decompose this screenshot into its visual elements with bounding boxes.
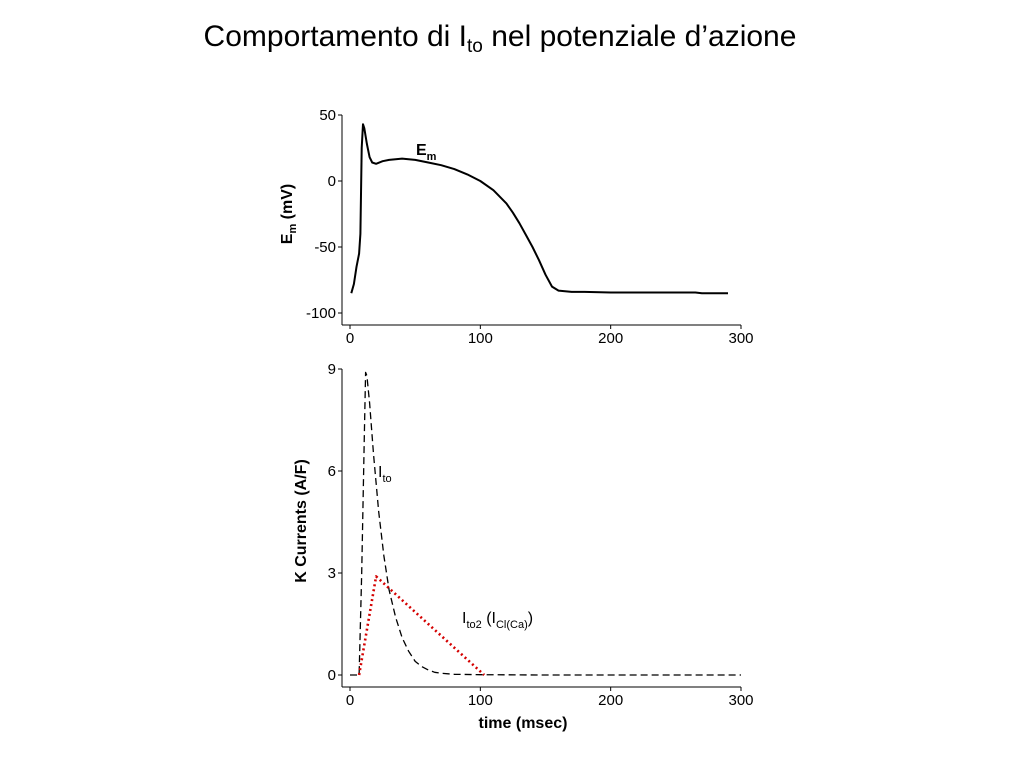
series-line-em [350,123,728,295]
y-tick-label: 6 [328,463,336,480]
y-tick-label: 50 [319,107,336,124]
em-tick-labels: 50 0 -50 -100 0 100 200 300 [306,107,754,347]
y-tick-label: 0 [328,173,336,190]
currents-y-axis-title: K Currents (A/F) [293,459,310,583]
x-tick-label: 0 [346,692,354,709]
em-series-label: Em [416,142,437,163]
em-series [350,123,728,295]
ito-series-label: Ito [378,464,392,485]
ito2-series-label: Ito2 (ICl(Ca)) [462,610,533,631]
x-tick-label: 100 [468,692,493,709]
currents-x-axis-title: time (msec) [479,715,568,732]
em-axes [338,114,742,329]
title-rest: nel potenziale d’azione [482,20,797,53]
y-tick-label: -100 [306,305,336,322]
slide-title: Comportamento di Ito nel potenziale d’az… [0,20,1000,58]
x-tick-label: 300 [728,330,753,347]
x-tick-label: 0 [346,330,354,347]
series-line-ito2-icl-ca [357,575,486,676]
y-tick-label: 3 [328,565,336,582]
y-tick-label: 9 [328,361,336,378]
x-tick-label: 300 [728,692,753,709]
y-tick-label: -50 [314,239,336,256]
currents-series [350,371,741,676]
title-subscript: to [467,36,483,57]
currents-axes [338,368,742,691]
em-y-axis-title: Em (mV) [279,184,299,244]
title-main: Comportamento di I [203,20,467,53]
series-line-ito [350,371,741,676]
y-tick-label: 0 [328,667,336,684]
x-tick-label: 200 [598,692,623,709]
em-panel: 50 0 -50 -100 0 100 200 300 Em (mV) Em [279,107,754,347]
x-tick-label: 200 [598,330,623,347]
x-tick-label: 100 [468,330,493,347]
